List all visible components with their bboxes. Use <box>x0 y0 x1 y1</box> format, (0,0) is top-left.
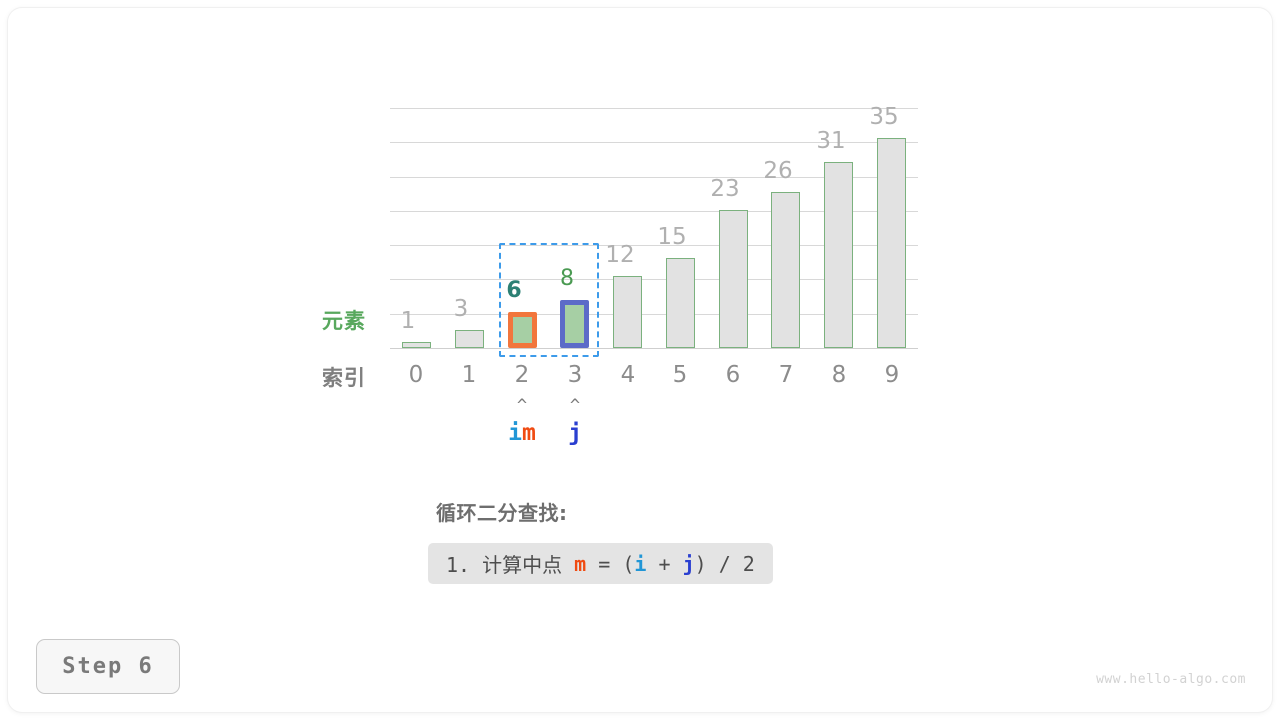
bar-value-label: 31 <box>816 128 846 154</box>
index-label: 6 <box>725 362 741 388</box>
chart-gridline <box>390 108 918 109</box>
bar-value-label: 6 <box>506 278 522 303</box>
chart-bar <box>666 258 695 348</box>
bar-value-label: 26 <box>763 158 793 184</box>
page-card <box>8 8 1272 712</box>
chart-bar <box>877 138 906 348</box>
row-label-index: 索引 <box>322 366 366 390</box>
formula-var-j: j <box>682 551 695 576</box>
chart-bar <box>824 162 853 348</box>
chart-bar <box>613 276 642 348</box>
chart-bar <box>508 312 537 348</box>
watermark: www.hello-algo.com <box>1096 672 1246 687</box>
bar-chart <box>390 108 918 349</box>
chart-gridline <box>390 314 918 315</box>
pointer-label-group: j <box>535 420 615 446</box>
chart-bar <box>719 210 748 348</box>
chart-bar <box>771 192 800 348</box>
pointer-label-m: m <box>522 420 536 446</box>
index-label: 2 <box>514 362 530 388</box>
index-label: 8 <box>831 362 847 388</box>
formula-var-m: m <box>574 551 587 576</box>
index-label: 7 <box>778 362 794 388</box>
pointer-caret: ^ <box>569 396 581 416</box>
formula-prefix: 1. 计算中点 <box>446 553 575 577</box>
index-label: 0 <box>408 362 424 388</box>
bar-value-label: 12 <box>605 242 635 268</box>
chart-gridline <box>390 245 918 246</box>
pointer-caret: ^ <box>516 396 528 416</box>
chart-baseline <box>390 348 918 349</box>
chart-bar <box>455 330 484 348</box>
formula-step-box: 1. 计算中点 m = (i + j) / 2 <box>428 543 773 584</box>
index-label: 5 <box>672 362 688 388</box>
chart-gridline <box>390 142 918 143</box>
index-label: 9 <box>884 362 900 388</box>
selection-range-box <box>499 243 599 357</box>
chart-gridline <box>390 211 918 212</box>
chart-gridline <box>390 279 918 280</box>
bar-value-label: 35 <box>869 104 899 130</box>
caption-title: 循环二分查找: <box>436 501 568 525</box>
formula-suffix: ) / 2 <box>694 551 755 576</box>
pointer-label-i: i <box>508 420 522 446</box>
bar-value-label: 15 <box>657 224 687 250</box>
chart-bar <box>402 342 431 348</box>
pointer-label-j: j <box>568 420 582 446</box>
formula-plus: + <box>646 551 683 576</box>
chart-gridline <box>390 177 918 178</box>
chart-bar <box>560 300 589 348</box>
formula-eq: = ( <box>586 551 635 576</box>
step-badge: Step 6 <box>36 639 180 694</box>
bar-value-label: 3 <box>453 296 469 322</box>
pointer-label-group: im <box>482 420 562 446</box>
bar-value-label: 23 <box>710 176 740 202</box>
index-label: 1 <box>461 362 477 388</box>
bar-value-label: 8 <box>560 266 574 291</box>
row-label-element: 元素 <box>322 309 366 333</box>
index-label: 3 <box>567 362 583 388</box>
formula-var-i: i <box>634 551 647 576</box>
bar-value-label: 1 <box>400 308 416 334</box>
index-label: 4 <box>620 362 636 388</box>
